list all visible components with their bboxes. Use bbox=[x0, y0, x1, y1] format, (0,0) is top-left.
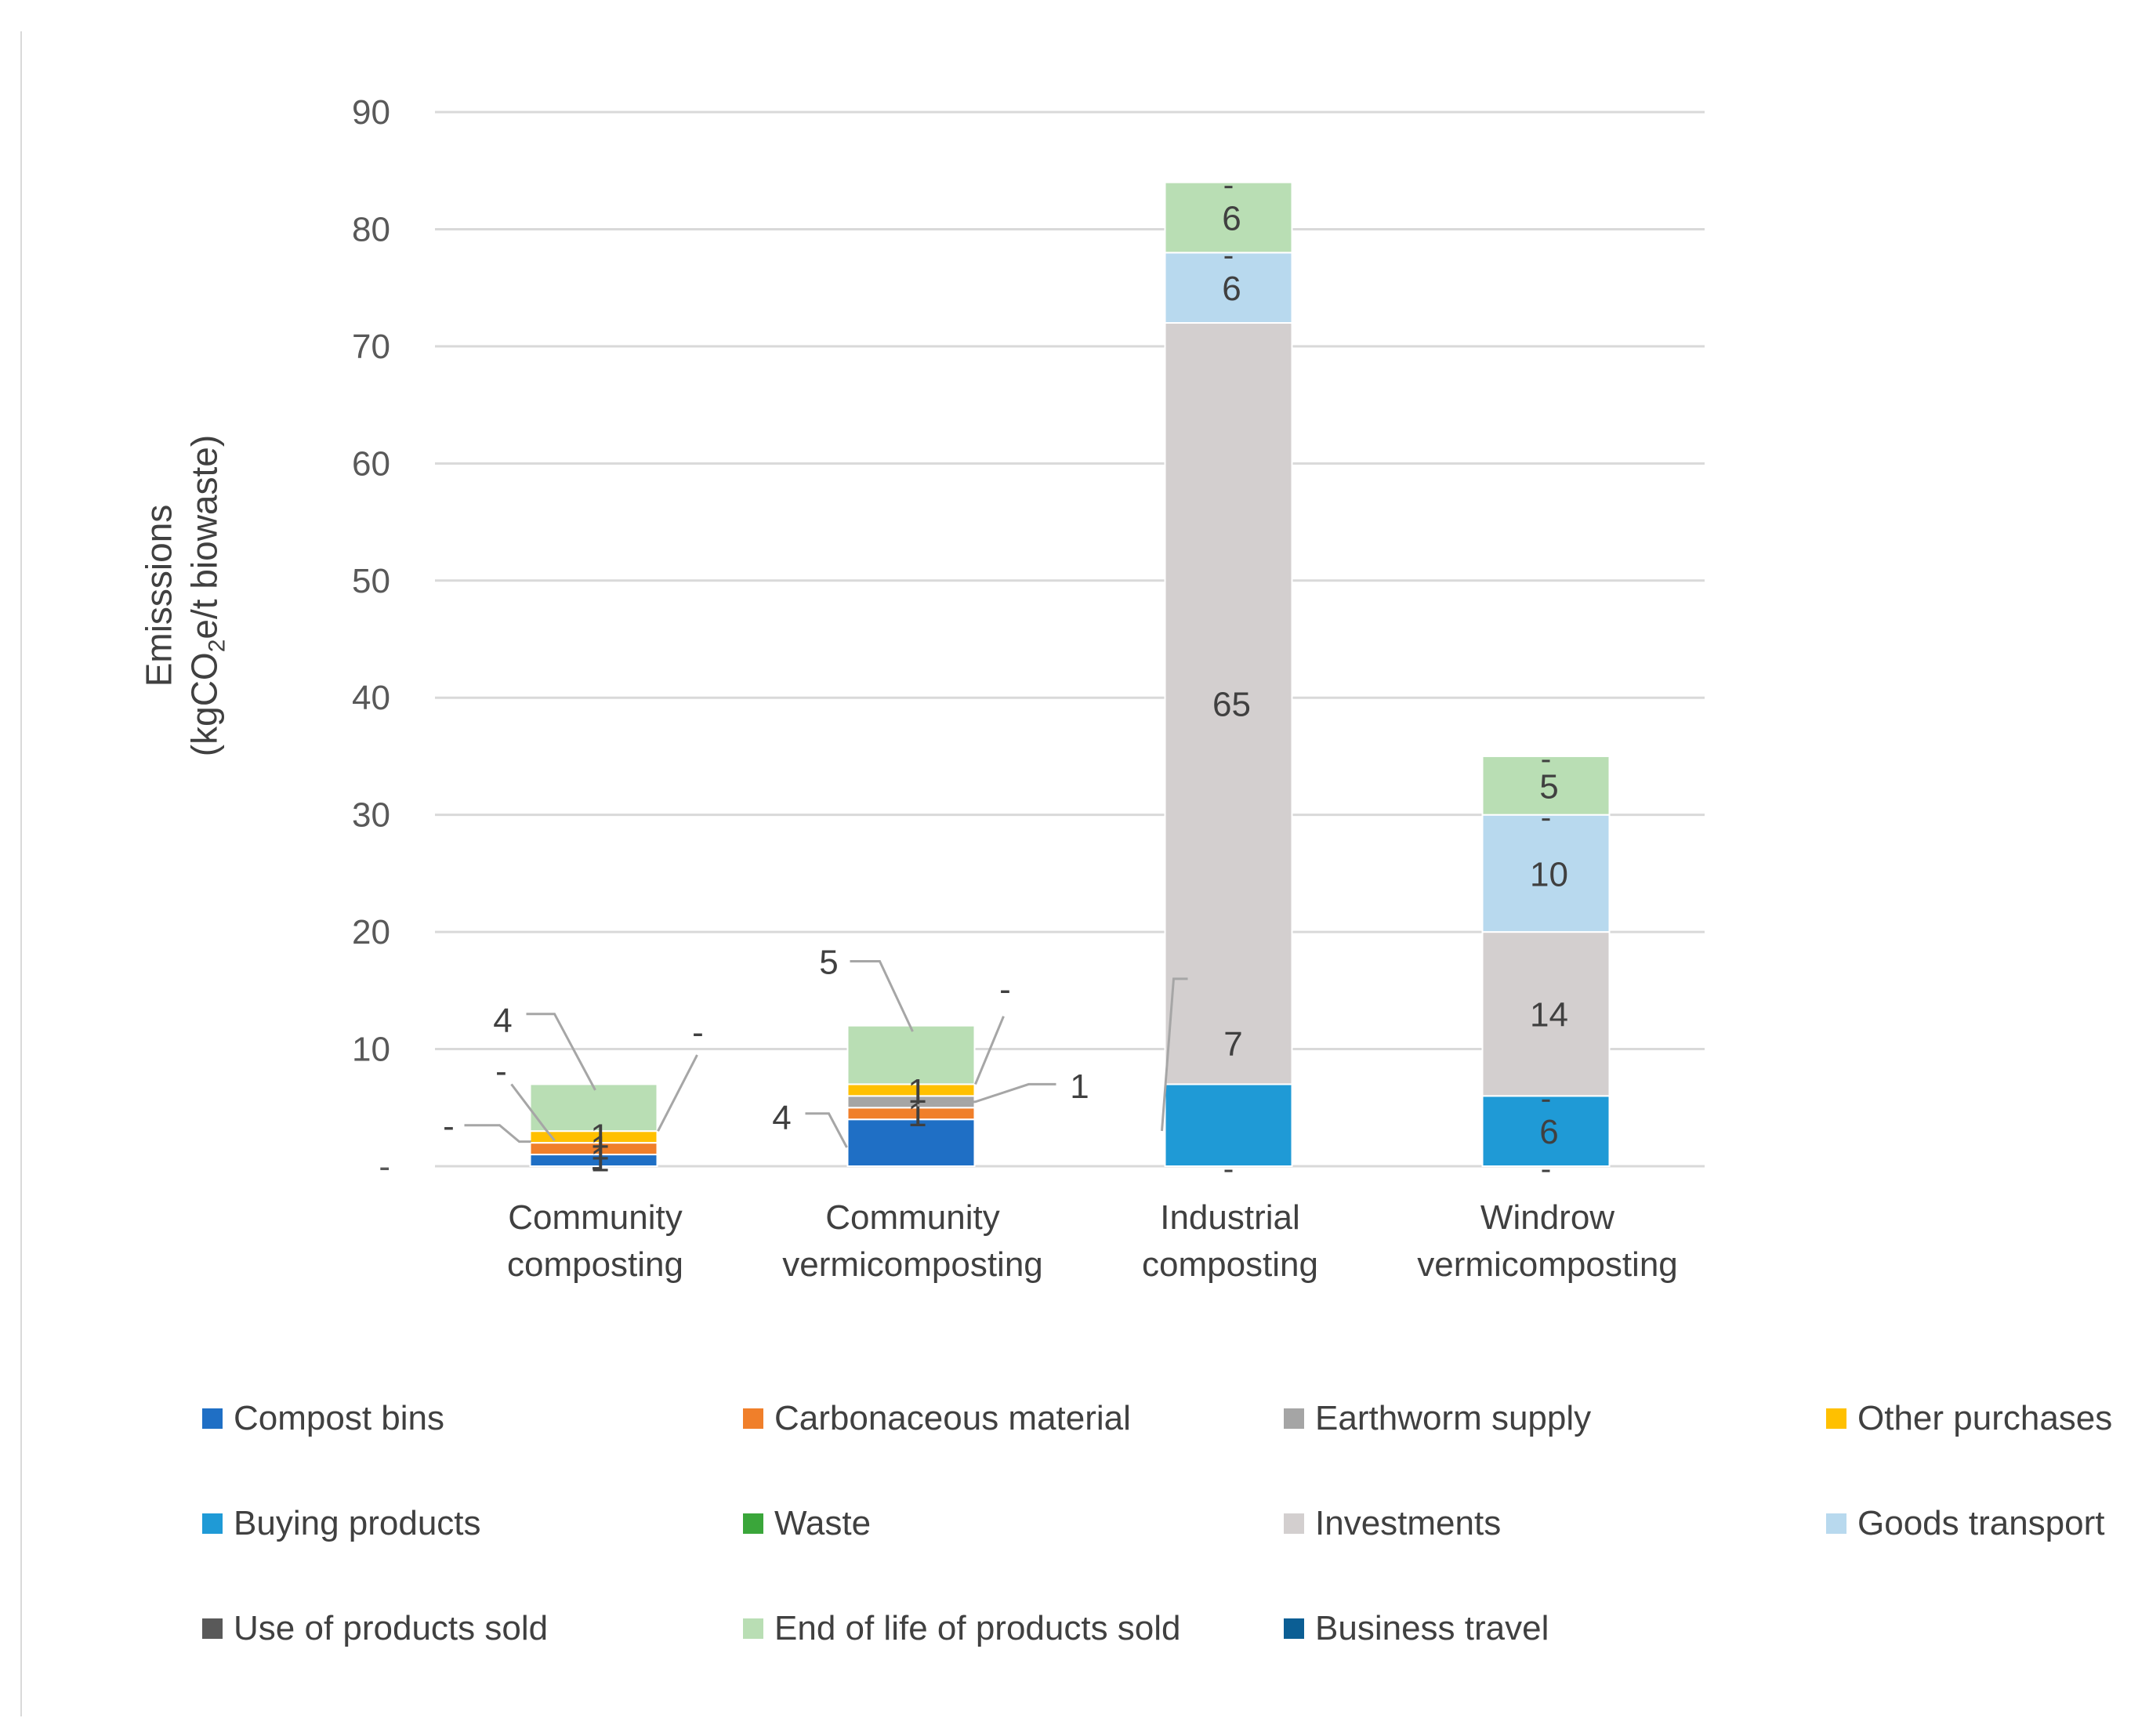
data-label: 6 bbox=[1222, 200, 1241, 238]
legend-item: Compost bins bbox=[202, 1395, 444, 1442]
leader-line bbox=[805, 1112, 848, 1148]
y-tick-label: 40 bbox=[352, 679, 390, 717]
leader-line bbox=[657, 1054, 698, 1132]
legend-item: Business travel bbox=[1284, 1605, 1549, 1652]
legend-label: Buying products bbox=[234, 1504, 481, 1542]
leader-line bbox=[526, 1013, 596, 1091]
legend-item: Use of products sold bbox=[202, 1605, 548, 1652]
data-label: 6 bbox=[1539, 1113, 1558, 1151]
legend-label: Waste bbox=[774, 1504, 872, 1542]
legend-swatch bbox=[743, 1513, 763, 1534]
legend-swatch bbox=[1284, 1513, 1304, 1534]
leader-line bbox=[510, 1083, 556, 1142]
legend-swatch bbox=[1826, 1513, 1846, 1534]
bar-segment bbox=[1164, 1083, 1293, 1168]
bar-segment bbox=[529, 1083, 658, 1133]
x-tick-label: vermicomposting bbox=[1417, 1245, 1678, 1284]
y-axis-label-unit: (kgCO2e/t biowaste) bbox=[183, 434, 230, 757]
bar-segment bbox=[1481, 1095, 1611, 1168]
x-tick-label: Community bbox=[508, 1198, 683, 1237]
legend-item: Investments bbox=[1284, 1500, 1501, 1547]
data-label: 1 bbox=[908, 1096, 926, 1134]
leader-line bbox=[1161, 977, 1188, 1132]
data-label: 65 bbox=[1212, 686, 1251, 724]
y-tick-label: 30 bbox=[352, 796, 390, 835]
data-label: 6 bbox=[1222, 270, 1241, 308]
legend-item: End of life of products sold bbox=[743, 1605, 1181, 1652]
bar-segment bbox=[1164, 252, 1293, 324]
legend-label: Investments bbox=[1315, 1504, 1502, 1542]
data-label: 10 bbox=[1530, 855, 1568, 893]
legend-swatch bbox=[743, 1408, 763, 1429]
x-tick-label: vermicomposting bbox=[782, 1245, 1043, 1284]
legend-swatch bbox=[1284, 1618, 1304, 1639]
legend-item: Goods transport bbox=[1826, 1500, 2105, 1547]
data-label: 7 bbox=[1223, 1025, 1242, 1064]
legend-item: Carbonaceous material bbox=[743, 1395, 1131, 1442]
bar-segment bbox=[1481, 755, 1611, 816]
bar-segment bbox=[846, 1118, 976, 1167]
data-label: 5 bbox=[1539, 767, 1558, 806]
legend-label: Use of products sold bbox=[234, 1609, 549, 1647]
x-tick-label: Windrow bbox=[1480, 1198, 1614, 1237]
y-axis-label-title: Emisssions bbox=[138, 504, 179, 687]
data-label: - bbox=[443, 1107, 455, 1146]
data-label: 14 bbox=[1530, 996, 1568, 1035]
bar-segment bbox=[1164, 181, 1293, 254]
legend-label: End of life of products sold bbox=[774, 1609, 1181, 1647]
legend-swatch bbox=[202, 1513, 223, 1534]
legend-item: Buying products bbox=[202, 1500, 481, 1547]
legend-label: Compost bins bbox=[234, 1399, 445, 1437]
data-label: 4 bbox=[772, 1099, 791, 1137]
data-label: 1 bbox=[590, 1129, 609, 1168]
legend-item: Waste bbox=[743, 1500, 871, 1547]
legend-item: Earthworm supply bbox=[1284, 1395, 1591, 1442]
y-tick-label: 60 bbox=[352, 444, 390, 483]
y-tick-label: 70 bbox=[352, 328, 390, 366]
data-label: - bbox=[591, 1147, 603, 1186]
y-tick-label: 50 bbox=[352, 562, 390, 600]
bar-segment bbox=[1164, 322, 1293, 1085]
bar-segment bbox=[1481, 814, 1611, 933]
leader-line bbox=[917, 1082, 1056, 1107]
y-tick-label: 80 bbox=[352, 210, 390, 248]
y-tick-label: 10 bbox=[352, 1031, 390, 1069]
data-label: 1 bbox=[590, 1118, 609, 1156]
legend-label: Earthworm supply bbox=[1315, 1399, 1592, 1437]
data-label: 1 bbox=[1070, 1067, 1089, 1106]
x-tick-label: composting bbox=[507, 1245, 683, 1284]
x-tick-label: Industrial bbox=[1160, 1198, 1300, 1237]
legend-label: Business travel bbox=[1315, 1609, 1549, 1647]
data-label: 5 bbox=[819, 943, 838, 981]
y-tick-label: 90 bbox=[352, 93, 390, 132]
x-tick-label: Community bbox=[825, 1198, 1000, 1237]
legend-swatch bbox=[1826, 1408, 1846, 1429]
data-label: - bbox=[495, 1052, 507, 1090]
legend-swatch bbox=[743, 1618, 763, 1639]
chart-frame-line bbox=[20, 31, 22, 1716]
leader-line bbox=[974, 1016, 1005, 1085]
legend-label: Goods transport bbox=[1857, 1504, 2105, 1542]
legend-item: Other purchases bbox=[1826, 1395, 2112, 1442]
data-label: - bbox=[999, 970, 1011, 1009]
legend-label: Carbonaceous material bbox=[774, 1399, 1131, 1437]
data-label: 4 bbox=[493, 1002, 512, 1040]
legend-label: Other purchases bbox=[1857, 1399, 2113, 1437]
y-tick-label: - bbox=[379, 1147, 390, 1186]
bar-segment bbox=[1481, 931, 1611, 1097]
data-label: 1 bbox=[590, 1141, 609, 1180]
data-label: - bbox=[692, 1013, 704, 1052]
legend-swatch bbox=[202, 1408, 223, 1429]
legend-swatch bbox=[202, 1618, 223, 1639]
leader-line bbox=[464, 1124, 531, 1143]
x-tick-label: composting bbox=[1142, 1245, 1318, 1284]
legend-swatch bbox=[1284, 1408, 1304, 1429]
y-tick-label: 20 bbox=[352, 913, 390, 951]
leader-line bbox=[850, 959, 914, 1032]
